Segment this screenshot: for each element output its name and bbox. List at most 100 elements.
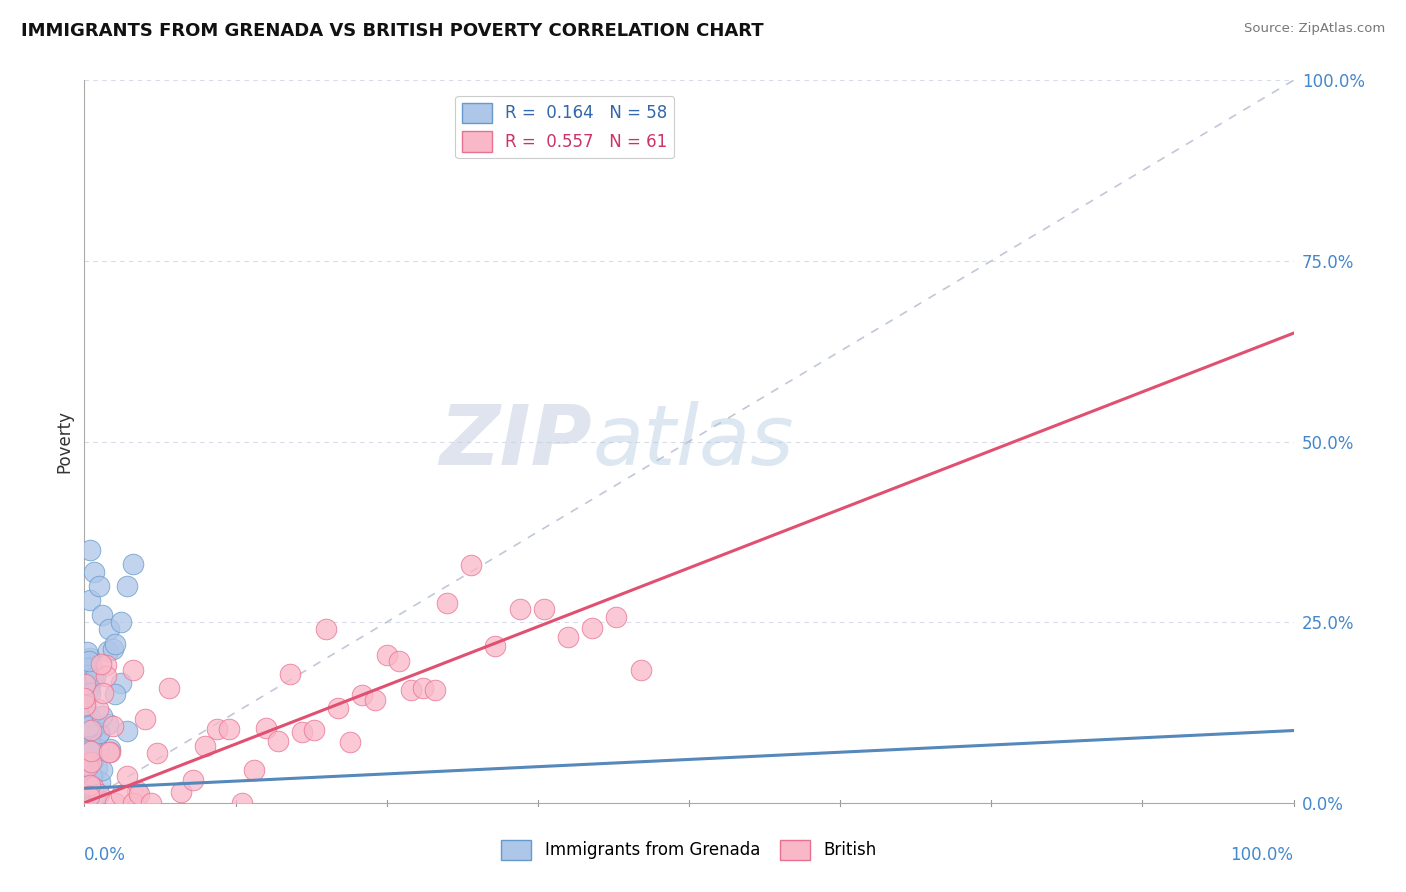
Point <box>399 683 422 698</box>
Point <box>194 739 217 754</box>
Point <box>76 709 98 723</box>
Point <box>97 745 120 759</box>
Point <box>121 558 143 572</box>
Point <box>79 542 101 557</box>
Point <box>115 723 138 738</box>
Point <box>315 622 337 636</box>
Point <box>339 735 361 749</box>
Point <box>76 667 98 681</box>
Point <box>87 741 110 756</box>
Text: 0.0%: 0.0% <box>84 847 127 864</box>
Point <box>98 745 121 759</box>
Point <box>115 769 138 783</box>
Point <box>267 734 290 748</box>
Text: ZIP: ZIP <box>440 401 592 482</box>
Point <box>87 702 110 716</box>
Y-axis label: Poverty: Poverty <box>55 410 73 473</box>
Point <box>80 660 103 674</box>
Point <box>77 681 100 695</box>
Point <box>82 671 104 685</box>
Point <box>73 690 96 705</box>
Point <box>73 709 96 723</box>
Point <box>75 661 97 675</box>
Point <box>388 654 411 668</box>
Point <box>484 639 506 653</box>
Point <box>80 769 103 783</box>
Point <box>79 780 101 795</box>
Point <box>134 712 156 726</box>
Point <box>103 642 125 657</box>
Point <box>80 725 103 739</box>
Text: 100.0%: 100.0% <box>1230 847 1294 864</box>
Point <box>110 615 132 630</box>
Point <box>115 579 138 593</box>
Point <box>79 651 101 665</box>
Point <box>104 687 127 701</box>
Point <box>79 778 101 792</box>
Point <box>89 788 111 802</box>
Point <box>181 773 204 788</box>
Point <box>82 780 104 794</box>
Point <box>79 676 101 690</box>
Point <box>75 698 97 713</box>
Text: Source: ZipAtlas.com: Source: ZipAtlas.com <box>1244 22 1385 36</box>
Point <box>91 709 114 723</box>
Point <box>90 657 112 672</box>
Point <box>79 709 101 723</box>
Point <box>84 718 107 732</box>
Text: atlas: atlas <box>592 401 794 482</box>
Point <box>581 621 603 635</box>
Point <box>76 645 98 659</box>
Point <box>302 723 325 737</box>
Point <box>122 663 145 677</box>
Point <box>82 753 104 767</box>
Point <box>80 744 103 758</box>
Point <box>73 698 96 713</box>
Legend: Immigrants from Grenada, British: Immigrants from Grenada, British <box>495 833 883 867</box>
Point <box>97 643 120 657</box>
Point <box>125 784 148 798</box>
Point <box>77 721 100 735</box>
Point <box>79 593 101 607</box>
Text: IMMIGRANTS FROM GRENADA VS BRITISH POVERTY CORRELATION CHART: IMMIGRANTS FROM GRENADA VS BRITISH POVER… <box>21 22 763 40</box>
Point <box>77 758 100 772</box>
Point <box>110 788 132 802</box>
Point <box>363 693 385 707</box>
Point <box>73 677 96 691</box>
Point <box>104 796 127 810</box>
Point <box>509 602 531 616</box>
Point <box>412 681 434 695</box>
Point <box>94 668 117 682</box>
Point <box>87 579 110 593</box>
Point <box>91 686 114 700</box>
Point <box>97 717 120 731</box>
Point <box>87 726 110 740</box>
Point <box>76 682 98 697</box>
Point <box>170 785 193 799</box>
Point <box>128 787 150 801</box>
Point <box>146 747 169 761</box>
Point <box>77 719 100 733</box>
Point <box>79 755 101 769</box>
Point <box>207 722 229 736</box>
Point <box>423 682 446 697</box>
Point <box>139 796 162 810</box>
Point <box>80 723 103 737</box>
Point <box>291 725 314 739</box>
Point <box>76 714 98 729</box>
Point <box>630 663 652 677</box>
Point <box>352 688 374 702</box>
Point <box>91 764 114 778</box>
Point <box>605 610 627 624</box>
Point <box>533 601 555 615</box>
Point <box>75 680 97 694</box>
Point <box>242 763 264 777</box>
Point <box>76 685 98 699</box>
Point <box>254 721 277 735</box>
Point <box>83 671 105 685</box>
Point <box>157 681 180 695</box>
Point <box>75 692 97 706</box>
Point <box>79 739 101 754</box>
Point <box>97 623 120 637</box>
Point <box>89 774 111 789</box>
